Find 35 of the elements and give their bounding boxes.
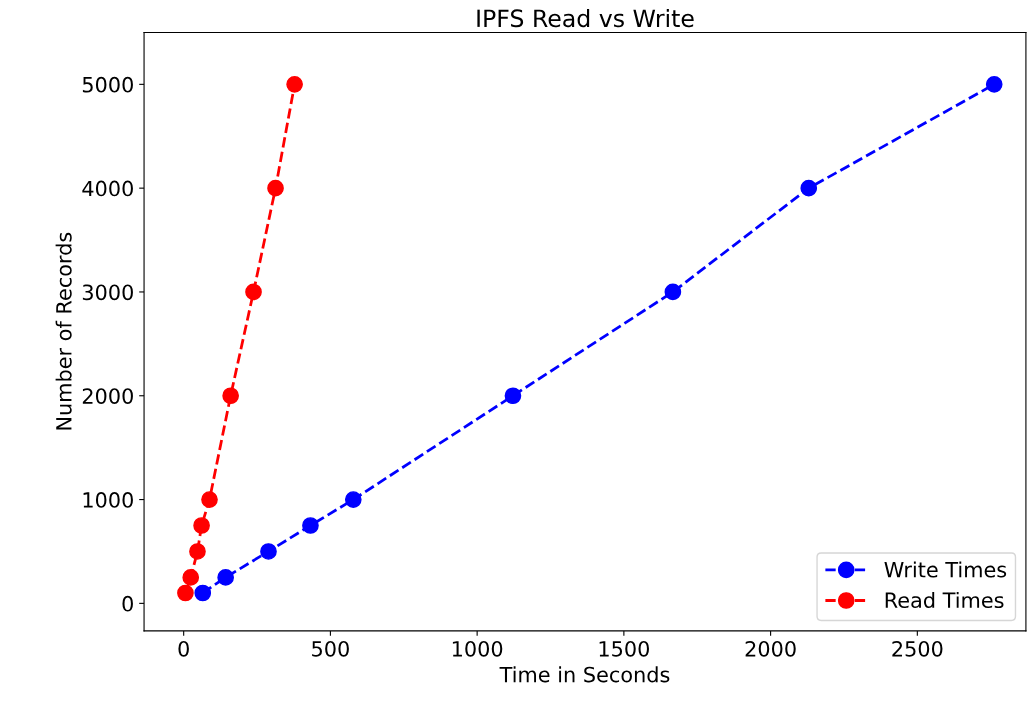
x-tick-label: 1500 — [599, 640, 649, 657]
point — [286, 76, 303, 93]
y-axis-title: Number of Records — [55, 232, 72, 430]
legend-label: Read Times — [885, 591, 1004, 609]
x-tick-label: 500 — [312, 640, 349, 657]
x-tick-label: 1000 — [452, 640, 503, 657]
point — [267, 179, 284, 197]
x-tick-label: 0 — [178, 640, 189, 657]
point — [177, 584, 194, 602]
point — [193, 517, 210, 534]
y-tick-label: 5000 — [82, 76, 133, 93]
y-tick-label: 3000 — [82, 284, 133, 301]
point — [344, 491, 362, 508]
point — [245, 283, 262, 301]
chart-title: IPFS Read vs Write — [477, 8, 694, 28]
x-axis-title: Time in Seconds — [499, 666, 670, 683]
y-tick-label: 1000 — [83, 492, 133, 508]
point — [504, 387, 522, 405]
x-tick-label: 2000 — [745, 640, 796, 657]
point — [182, 569, 200, 586]
point — [222, 387, 239, 405]
point — [985, 76, 1003, 93]
y-tick-label: 4000 — [82, 180, 133, 197]
point — [201, 491, 218, 508]
point — [189, 543, 206, 560]
point — [260, 543, 277, 560]
y-tick-label: 0 — [122, 595, 133, 612]
x-tick-label: 2500 — [892, 640, 943, 657]
y-tick-label: 2000 — [82, 388, 133, 404]
point — [302, 517, 319, 534]
point — [194, 584, 212, 602]
legend-label: Write Times — [884, 561, 1007, 578]
point — [664, 283, 682, 301]
point — [217, 569, 234, 586]
point — [800, 179, 818, 197]
